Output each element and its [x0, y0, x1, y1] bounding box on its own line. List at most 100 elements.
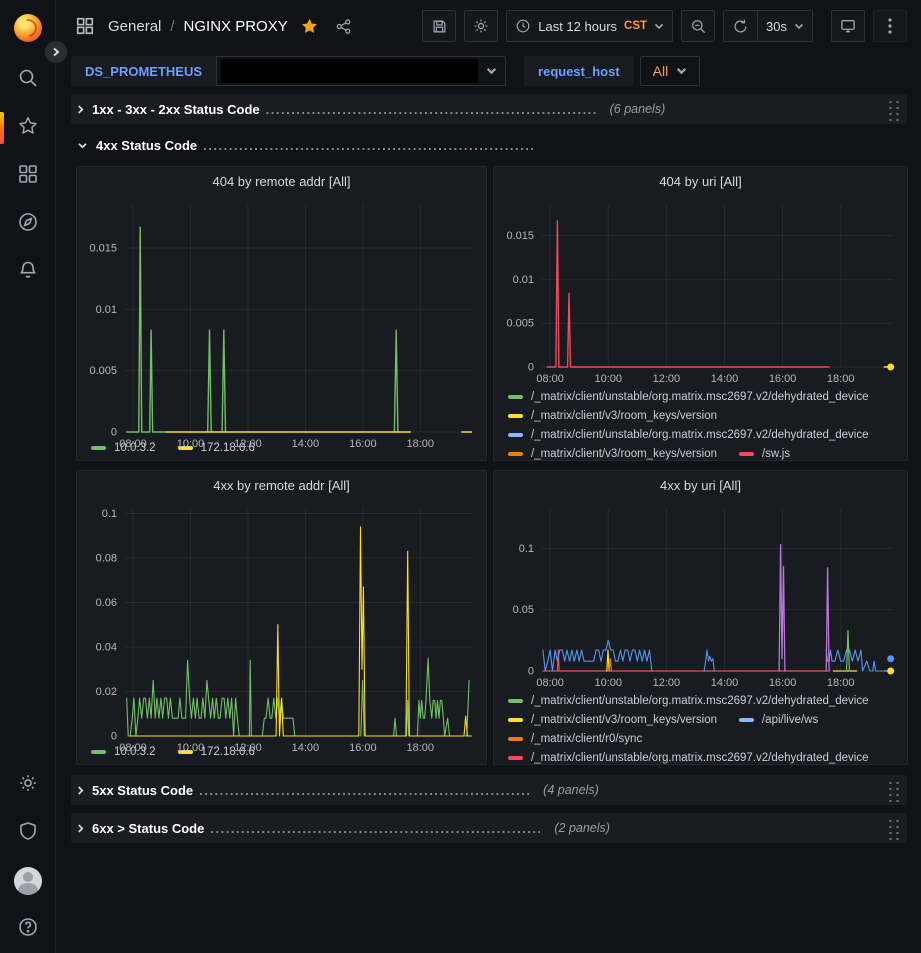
request-host-value: All	[653, 63, 669, 79]
legend-item[interactable]: /_matrix/client/unstable/org.matrix.msc2…	[508, 391, 869, 403]
svg-text:0.06: 0.06	[96, 597, 117, 609]
sidebar-item-explore[interactable]	[0, 200, 56, 248]
svg-text:0: 0	[528, 666, 534, 678]
legend-label: /_matrix/client/unstable/org.matrix.msc2…	[531, 391, 869, 403]
svg-text:0.005: 0.005	[506, 318, 534, 330]
sidebar-item-dashboards[interactable]	[0, 152, 56, 200]
row-4xx[interactable]: 4xx Status Code ........................…	[71, 132, 907, 158]
legend-item[interactable]: /sw.js	[739, 448, 790, 460]
apps-grid-icon	[75, 16, 95, 36]
legend-label: /api/live/ws	[762, 714, 818, 726]
legend-item[interactable]: /_matrix/client/v3/room_keys/version	[508, 410, 717, 422]
svg-text:16:00: 16:00	[349, 742, 377, 754]
legend-item[interactable]: /_matrix/client/unstable/org.matrix.msc2…	[508, 752, 869, 764]
breadcrumb-separator: /	[170, 18, 174, 35]
panel-title[interactable]: 4xx by uri [All]	[494, 471, 907, 499]
svg-text:12:00: 12:00	[653, 373, 681, 385]
svg-text:16:00: 16:00	[769, 373, 797, 385]
legend-swatch	[508, 433, 523, 437]
time-series-plot[interactable]: 00.020.040.060.080.108:0010:0012:0014:00…	[77, 499, 486, 744]
legend-swatch	[508, 452, 523, 456]
legend-item[interactable]: /_matrix/client/v3/room_keys/version	[508, 714, 717, 726]
sidebar-item-server-admin[interactable]	[0, 809, 56, 857]
sidebar-item-help[interactable]	[0, 905, 56, 953]
row-drag-handle[interactable]	[886, 779, 899, 802]
chevron-right-icon	[77, 104, 84, 115]
dashboard-title[interactable]: NGINX PROXY	[184, 18, 288, 35]
tv-kiosk-mode-button[interactable]	[831, 10, 865, 42]
ds-prometheus-select[interactable]	[216, 56, 506, 86]
time-series-plot[interactable]: 00.0050.010.01508:0010:0012:0014:0016:00…	[494, 195, 907, 387]
legend-row: /_matrix/client/v3/room_keys/version/sw.…	[508, 448, 897, 460]
legend-row: /_matrix/client/v3/room_keys/version/api…	[508, 714, 897, 726]
row-title: 1xx - 3xx - 2xx Status Code	[92, 102, 260, 117]
sidebar-item-configuration[interactable]	[0, 761, 56, 809]
row-title: 6xx > Status Code	[92, 821, 204, 836]
time-series-plot[interactable]: 00.0050.010.01508:0010:0012:0014:0016:00…	[77, 195, 486, 440]
admin-shield-icon	[17, 820, 39, 847]
time-range-picker[interactable]: Last 12 hours CST	[506, 10, 673, 42]
legend-label: /_matrix/client/unstable/org.matrix.msc2…	[531, 429, 869, 441]
legend-swatch	[739, 718, 754, 722]
legend-item[interactable]: /_matrix/client/r0/sync	[508, 733, 642, 745]
svg-text:0: 0	[111, 731, 117, 743]
favorite-star-icon[interactable]	[301, 18, 318, 35]
legend-swatch	[508, 718, 523, 722]
dashboard-content: 1xx - 3xx - 2xx Status Code ............…	[57, 90, 921, 843]
dashboards-grid-icon	[17, 163, 39, 190]
variables-row: DS_PROMETHEUS request_host All	[57, 52, 921, 90]
top-navbar: General / NGINX PROXY Last 12 hours CST …	[57, 0, 921, 52]
sidebar-item-search[interactable]	[0, 56, 56, 104]
row-5xx[interactable]: 5xx Status Code ........................…	[71, 775, 907, 805]
svg-text:0: 0	[111, 427, 117, 439]
legend-swatch	[508, 756, 523, 760]
row-title: 5xx Status Code	[92, 783, 193, 798]
row-1xx-3xx-2xx[interactable]: 1xx - 3xx - 2xx Status Code ............…	[71, 94, 907, 124]
svg-text:08:00: 08:00	[536, 373, 564, 385]
panel-legend: /_matrix/client/unstable/org.matrix.msc2…	[494, 691, 907, 765]
sidebar-item-alerting[interactable]	[0, 248, 56, 296]
svg-text:08:00: 08:00	[119, 742, 147, 754]
row-drag-handle[interactable]	[886, 817, 899, 840]
row-leader-dots: ........................................…	[199, 783, 529, 798]
redacted-value	[221, 59, 478, 83]
svg-text:14:00: 14:00	[292, 438, 320, 450]
svg-text:0.015: 0.015	[89, 242, 117, 254]
row-6xx[interactable]: 6xx > Status Code ......................…	[71, 813, 907, 843]
refresh-interval-picker[interactable]: 30s	[757, 10, 813, 42]
request-host-select[interactable]: All	[640, 56, 701, 86]
refresh-button[interactable]	[723, 10, 757, 42]
chevron-down-icon	[77, 142, 88, 149]
breadcrumb-section[interactable]: General	[108, 18, 161, 35]
sidebar-expand-button[interactable]	[44, 40, 68, 64]
svg-text:0.05: 0.05	[513, 604, 534, 616]
dashboard-settings-button[interactable]	[464, 10, 498, 42]
panel-title[interactable]: 404 by uri [All]	[494, 167, 907, 195]
more-options-kebab-button[interactable]	[873, 10, 907, 42]
time-range-label: Last 12 hours	[538, 19, 617, 34]
legend-item[interactable]: /_matrix/client/unstable/org.matrix.msc2…	[508, 429, 869, 441]
legend-item[interactable]: /_matrix/client/v3/room_keys/version	[508, 448, 717, 460]
help-question-icon	[17, 916, 39, 943]
panel-title[interactable]: 4xx by remote addr [All]	[77, 471, 486, 499]
svg-text:0.02: 0.02	[96, 686, 117, 698]
legend-item[interactable]: /_matrix/client/unstable/org.matrix.msc2…	[508, 695, 869, 707]
legend-item[interactable]: /api/live/ws	[739, 714, 818, 726]
time-series-plot[interactable]: 00.050.108:0010:0012:0014:0016:0018:00	[494, 499, 907, 691]
row-drag-handle[interactable]	[886, 98, 899, 121]
legend-row: /_matrix/client/r0/sync	[508, 733, 897, 745]
row-leader-dots: ........................................…	[203, 138, 533, 153]
svg-text:0.08: 0.08	[96, 552, 117, 564]
share-icon[interactable]	[335, 18, 352, 35]
sidebar-item-starred[interactable]	[0, 104, 56, 152]
row-panel-count: (4 panels)	[543, 783, 599, 797]
zoom-out-time-button[interactable]	[681, 10, 715, 42]
sidebar-item-profile[interactable]	[0, 857, 56, 905]
row-leader-dots: ........................................…	[210, 821, 540, 836]
chevron-right-icon	[77, 785, 84, 796]
panel-title[interactable]: 404 by remote addr [All]	[77, 167, 486, 195]
legend-swatch	[508, 699, 523, 703]
legend-label: /_matrix/client/r0/sync	[531, 733, 642, 745]
legend-label: /sw.js	[762, 448, 790, 460]
save-dashboard-button[interactable]	[422, 10, 456, 42]
